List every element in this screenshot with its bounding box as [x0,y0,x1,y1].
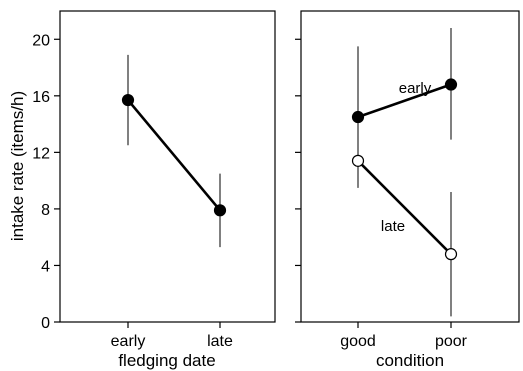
y-axis-ticks-left: 0 4 8 12 16 20 [32,32,60,332]
y-axis-ticks-right [295,38,301,323]
plot-frame-left [59,10,276,323]
data-point-filled [121,93,135,107]
y-tick-label: 8 [41,202,50,219]
data-point-filled [351,110,365,124]
x-tick-label: poor [435,333,468,350]
series-line [127,99,221,212]
x-tick-label: early [111,333,146,350]
series-line [357,159,452,256]
x-axis-ticks-left: early late [111,322,233,350]
x-tick-label: good [340,333,376,350]
y-tick-label: 0 [41,315,50,332]
y-tick-label: 12 [32,145,50,162]
y-axis-label: intake rate (items/h) [8,91,27,241]
y-tick-label: 20 [32,32,50,49]
series-label: late [381,218,405,235]
x-tick-label: late [207,333,233,350]
panel-fledging-date: 0 4 8 12 16 20 early late fledging date intake… [8,10,276,370]
y-tick-label: 16 [32,89,50,106]
x-axis-label-left: fledging date [118,351,215,370]
series-label: early [399,80,432,97]
data-point-open [444,248,458,261]
series-line [357,83,452,119]
panel-condition: good poor early late condition [295,10,520,370]
x-axis-label-right: condition [376,351,444,370]
marks-left [121,54,227,248]
data-point-filled [213,204,227,217]
data-point-filled [444,78,458,91]
data-point-open [351,154,365,167]
marks-right: early late [351,27,458,317]
plot-frame-right [300,10,520,323]
y-tick-label: 4 [41,258,50,275]
x-axis-ticks-right: good poor [340,322,468,350]
